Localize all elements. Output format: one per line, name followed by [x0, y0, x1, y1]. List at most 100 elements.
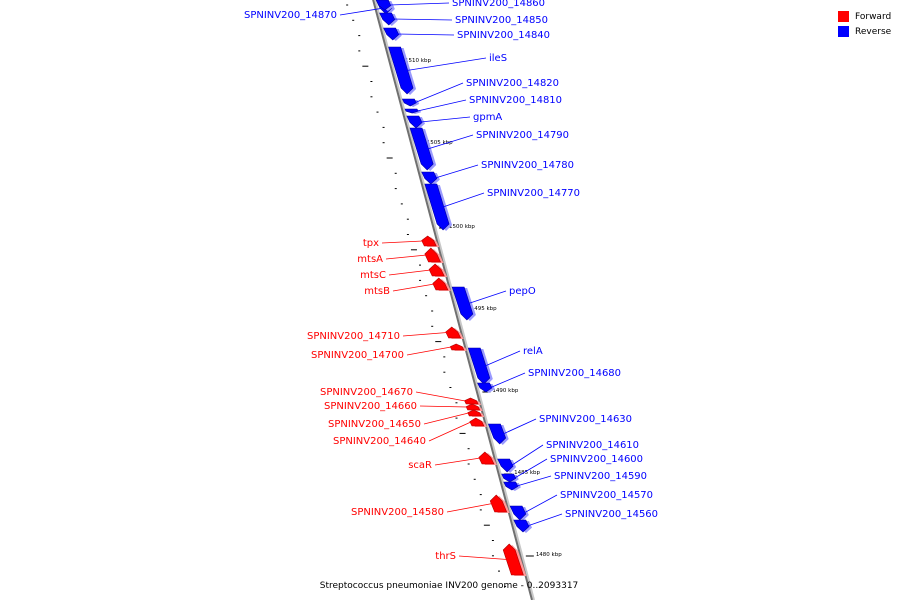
- gene-arrow[interactable]: [503, 481, 519, 491]
- label-leader: [446, 503, 493, 513]
- label-leader: [427, 134, 474, 150]
- gene-arrow[interactable]: [487, 423, 507, 445]
- label-leader: [511, 444, 544, 466]
- gene-label[interactable]: SPNINV200_14630: [539, 414, 632, 425]
- gene-arrow[interactable]: [451, 286, 474, 321]
- gene-arrow[interactable]: [388, 46, 414, 95]
- gene-label[interactable]: SPNINV200_14640: [333, 436, 426, 447]
- label-leader: [490, 372, 526, 388]
- gene-arrow[interactable]: [449, 343, 465, 351]
- gene-label[interactable]: thrS: [435, 551, 456, 562]
- gene-label[interactable]: SPNINV200_14570: [560, 490, 653, 501]
- gene-arrow[interactable]: [404, 108, 419, 114]
- gene-label[interactable]: mtsB: [364, 286, 390, 297]
- gene-label[interactable]: SPNINV200_14680: [528, 368, 621, 379]
- label-leader: [406, 57, 487, 71]
- label-leader: [381, 240, 423, 244]
- label-leader: [392, 283, 435, 292]
- gene-label[interactable]: SPNINV200_14660: [324, 401, 417, 412]
- scale-dashes: [346, 4, 507, 587]
- gene-arrow[interactable]: [428, 263, 445, 277]
- gene-arrow[interactable]: [501, 473, 517, 483]
- gene-arrow[interactable]: [467, 347, 491, 385]
- chromosome-axis: [372, 0, 533, 600]
- gene-arrow[interactable]: [467, 409, 482, 417]
- gene-arrow[interactable]: [502, 543, 524, 576]
- gene-label[interactable]: pepO: [509, 286, 536, 297]
- gene-label[interactable]: ileS: [489, 53, 507, 64]
- gene-label[interactable]: SPNINV200_14710: [307, 331, 400, 342]
- gene-label[interactable]: SPNINV200_14790: [476, 130, 569, 141]
- gene-arrow[interactable]: [509, 505, 527, 521]
- legend-reverse-label: Reverse: [855, 26, 892, 37]
- gene-arrow[interactable]: [401, 98, 417, 107]
- genome-caption: Streptococcus pneumoniae INV200 genome -…: [320, 581, 579, 591]
- label-leader: [385, 254, 427, 260]
- gene-label[interactable]: SPNINV200_14650: [328, 419, 421, 430]
- gene-arrow[interactable]: [469, 417, 485, 427]
- gene-arrow[interactable]: [406, 115, 423, 129]
- gene-label[interactable]: SPNINV200_14780: [481, 160, 574, 171]
- tick-label: 1510 kbp: [405, 58, 431, 64]
- gene-label[interactable]: mtsA: [357, 254, 383, 265]
- gene-arrow[interactable]: [421, 235, 437, 247]
- gene-label[interactable]: SPNINV200_14700: [311, 350, 404, 361]
- tick-label: 1490 kbp: [492, 388, 518, 394]
- gene-label[interactable]: scaR: [408, 460, 432, 471]
- gene-arrow[interactable]: [513, 519, 530, 533]
- label-leader: [417, 99, 467, 112]
- gene-label[interactable]: SPNINV200_14860: [452, 0, 545, 9]
- gene-label[interactable]: SPNINV200_14560: [565, 509, 658, 520]
- label-leader: [435, 164, 479, 179]
- gene-label[interactable]: SPNINV200_14590: [554, 471, 647, 482]
- label-leader: [388, 269, 431, 276]
- gene-label[interactable]: SPNINV200_14600: [550, 454, 643, 465]
- gene-label[interactable]: SPNINV200_14580: [351, 507, 444, 518]
- gene-label[interactable]: mtsC: [360, 270, 386, 281]
- gene-arrow[interactable]: [409, 127, 434, 171]
- gene-label[interactable]: SPNINV200_14840: [457, 30, 550, 41]
- label-leader: [423, 412, 469, 425]
- legend-reverse: Reverse: [838, 24, 891, 39]
- label-leader: [397, 33, 455, 36]
- label-leader: [393, 18, 453, 21]
- forward-swatch: [838, 11, 849, 22]
- legend: Forward Reverse: [838, 9, 891, 39]
- gene-arrow[interactable]: [421, 171, 438, 185]
- gene-arrow[interactable]: [432, 277, 449, 291]
- label-leader: [523, 494, 558, 514]
- gene-label[interactable]: SPNINV200_14820: [466, 78, 559, 89]
- label-leader: [389, 2, 450, 6]
- gene-arrow[interactable]: [424, 247, 441, 263]
- gene-arrow[interactable]: [478, 451, 495, 465]
- label-leader: [484, 350, 521, 367]
- label-leader: [527, 513, 563, 527]
- label-leader: [339, 6, 391, 16]
- gene-label[interactable]: SPNINV200_14670: [320, 387, 413, 398]
- gene-arrow[interactable]: [497, 458, 514, 473]
- gene-arrow[interactable]: [379, 12, 396, 26]
- gene-label[interactable]: SPNINV200_14870: [244, 10, 337, 21]
- legend-forward-label: Forward: [855, 11, 892, 22]
- gene-label[interactable]: SPNINV200_14770: [487, 188, 580, 199]
- gene-label[interactable]: SPNINV200_14610: [546, 440, 639, 451]
- label-leader: [516, 475, 552, 487]
- gene-label[interactable]: SPNINV200_14850: [455, 15, 548, 26]
- gene-arrow[interactable]: [445, 326, 462, 339]
- gene-arrow[interactable]: [375, 0, 392, 11]
- label-leader: [468, 290, 507, 304]
- gene-label[interactable]: relA: [523, 346, 543, 357]
- label-leader: [406, 346, 452, 356]
- gene-label[interactable]: SPNINV200_14810: [469, 95, 562, 106]
- reverse-swatch: [838, 26, 849, 37]
- gene-arrow[interactable]: [424, 183, 450, 231]
- gene-arrow[interactable]: [477, 382, 493, 393]
- gene-arrow[interactable]: [383, 27, 400, 41]
- gene-arrow[interactable]: [489, 494, 508, 513]
- label-leader: [442, 192, 485, 208]
- gene-label[interactable]: gpmA: [473, 112, 502, 123]
- gene-label[interactable]: tpx: [363, 238, 379, 249]
- gene-arrow[interactable]: [464, 397, 479, 405]
- tick-label: 1495 kbp: [471, 306, 497, 312]
